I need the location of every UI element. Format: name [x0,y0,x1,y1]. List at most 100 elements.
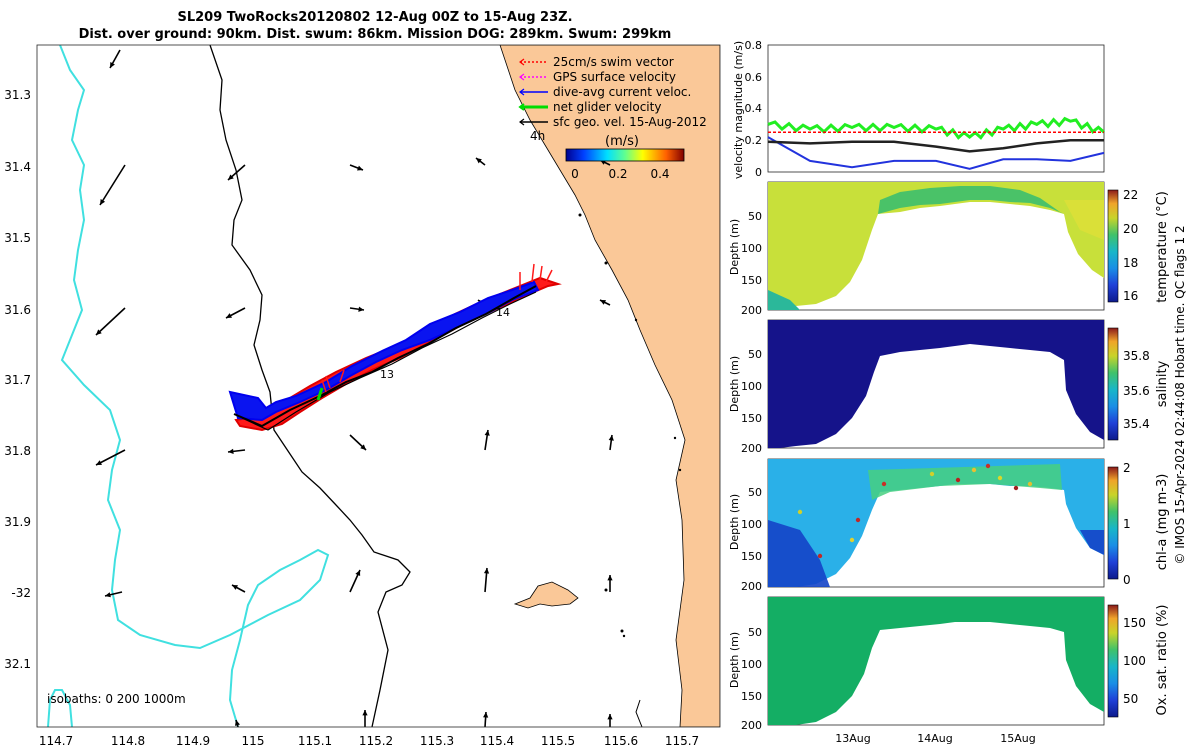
velocity-panel: 0 0.2 0.4 0.6 0.8 velocity magnitude (m/… [732,39,1105,179]
geo-vector-head [232,585,238,590]
geo-vector-head [484,430,490,436]
ox-cbar-tick: 100 [1123,654,1146,668]
chl-deep-left [768,520,830,587]
geo-vector-head [483,568,490,574]
temp-cbar-tick: 18 [1123,256,1138,270]
geo-vector-head [105,592,111,598]
geo-vector-head [100,199,106,205]
temp-cbar-tick: 22 [1123,188,1138,202]
sal-colorbar [1107,327,1119,441]
legend-label-net: net glider velocity [553,100,661,114]
vel-ytick: 0.4 [745,102,763,115]
geo-vector-head [355,570,361,576]
chl-cbar-tick: 1 [1123,517,1131,531]
ox-ytick: 150 [741,690,762,703]
lat-tick: 31.3 [4,88,31,102]
legend-item-dive-avg: dive-avg current veloc. [519,85,691,99]
chl-dot [849,537,855,543]
velocity-series-net-glider-velocity [767,116,1105,140]
map-colorbar-tick: 0.2 [608,167,627,181]
legend-arrowhead-gps [519,73,525,81]
chl-ylabel: Depth (m) [728,494,741,550]
chl-colorbar [1107,466,1119,580]
time-tick: 13Aug [835,732,870,745]
map-lon-axis: 114.7 114.8 114.9 115 115.1 115.2 115.3 … [39,734,699,748]
time-tick: 15Aug [1000,732,1035,745]
sal-cbar-label: salinity [1155,360,1170,407]
legend-item-net: net glider velocity [518,100,661,114]
track-label-4h: 4h [530,129,545,143]
lon-tick: 115.5 [541,734,575,748]
velocity-series-dive-avg-current [767,136,1105,170]
lon-tick: 115.3 [420,734,454,748]
temp-cbar-label: temperature (°C) [1155,191,1170,303]
figure-title-line1: SL209 TwoRocks20120802 12-Aug 00Z to 15-… [177,10,572,25]
lon-tick: 114.7 [39,734,73,748]
isobath-1000m [59,45,330,727]
temp-section [768,182,1104,310]
legend-arrowhead-geo [519,118,525,126]
vel-ytick: 0.6 [745,71,763,84]
legend-label-geo: sfc geo. vel. 15-Aug-2012 [553,115,707,129]
legend-arrowhead-dive-avg [519,88,525,96]
velocity-series-sfc-geo-vel- [767,139,1104,153]
glider-track [228,263,562,432]
geo-vector-shaft [99,164,126,206]
lat-tick: -32 [11,586,31,600]
chl-cbar-tick: 0 [1123,573,1131,587]
legend-item-gps: GPS surface velocity [519,70,676,84]
ox-ytick: 100 [741,658,762,671]
lon-tick: 115.7 [665,734,699,748]
chl-dot [817,553,823,559]
lon-tick: 115.1 [298,734,332,748]
temperature-panel: 16 18 20 22 temperature (°C) 50 100 150 … [728,181,1170,317]
coastline-land [499,45,720,727]
velocity-lines [767,116,1105,170]
geo-vector-head [608,435,614,441]
chl-dot [985,463,991,469]
temp-ytick: 50 [748,210,762,223]
geo-vector-head [110,62,115,68]
geo-vector-head [96,329,102,335]
track-red-spikes [321,263,553,393]
chl-dot [955,477,961,483]
map-panel: 4h 13 14 isobaths: 0 200 1000m 31.3 31.4… [4,44,721,748]
temp-colorbar [1107,189,1119,303]
lat-tick: 31.8 [4,444,31,458]
chl-upper-band [868,464,1062,500]
isobath-1000m-lower [47,689,73,727]
lon-tick: 115 [242,734,265,748]
geo-vector-head [476,158,482,164]
map-colorbar-fill [566,149,684,161]
temp-deep-left [768,290,800,310]
ox-section [768,597,1104,725]
ox-cbar-tick: 150 [1123,616,1146,630]
isobath-200m-lower [635,699,643,727]
geo-vector-head [226,313,232,318]
temp-ytick: 200 [741,304,762,317]
isobaths-label: isobaths: 0 200 1000m [47,692,186,706]
time-tick: 14Aug [917,732,952,745]
temp-ytick: 100 [741,242,762,255]
chlorophyll-panel: 0 1 2 chl-a (mg m-3) 50 100 150 200 Dept… [728,458,1170,593]
vel-ylabel: velocity magnitude (m/s) [732,41,745,179]
chl-ytick: 200 [741,580,762,593]
legend-item-geo: sfc geo. vel. 15-Aug-2012 [519,115,707,129]
vel-ytick: 0 [755,166,762,179]
legend-arrowhead-swim [519,58,525,66]
vel-ytick: 0.2 [745,134,763,147]
geo-vector-head [357,165,363,171]
lon-tick: 114.9 [176,734,210,748]
temp-ytick: 150 [741,274,762,287]
geo-vector-head [228,174,234,180]
island-rottnest [513,581,579,609]
salinity-panel: 35.4 35.6 35.8 salinity 50 100 150 200 D… [728,319,1170,455]
vel-ytick: 0.8 [745,39,763,52]
lon-tick: 115.4 [480,734,514,748]
chl-dot [971,467,977,473]
map-colorbar-frame [565,148,685,162]
ox-cbar-label: Ox. sat. ratio (%) [1155,605,1170,716]
geo-vector-head [228,448,234,454]
legend-label-swim: 25cm/s swim vector [553,55,674,69]
